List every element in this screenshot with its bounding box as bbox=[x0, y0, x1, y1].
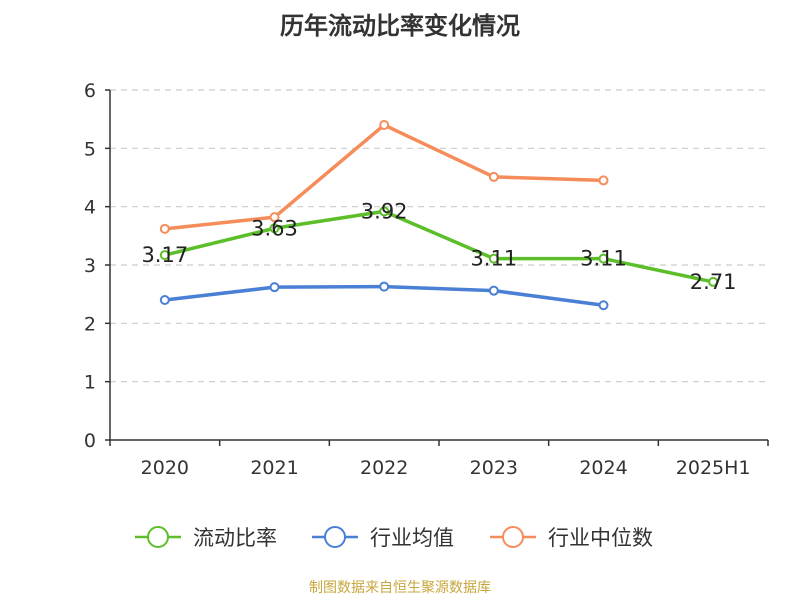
source-note: 制图数据来自恒生聚源数据库 bbox=[309, 580, 491, 596]
legend-marker bbox=[502, 526, 524, 548]
data-point bbox=[269, 282, 280, 293]
data-point bbox=[488, 171, 499, 182]
data-point bbox=[708, 276, 719, 287]
data-label: 3.11 bbox=[580, 247, 627, 271]
legend-label: 行业中位数 bbox=[548, 526, 653, 550]
y-tick-label: 1 bbox=[84, 372, 96, 394]
series-line bbox=[163, 209, 715, 284]
x-tick-label: 2021 bbox=[250, 457, 298, 479]
x-tick-label: 2024 bbox=[579, 457, 627, 479]
y-tick-label: 4 bbox=[84, 197, 96, 219]
data-labels: 3.17 3.63 3.92 3.11 3.11 2.71 bbox=[141, 199, 736, 294]
y-tick-label: 2 bbox=[84, 313, 96, 335]
legend: 流动比率 行业均值 行业中位数 bbox=[135, 526, 653, 550]
data-label: 3.17 bbox=[141, 243, 188, 267]
data-label: 3.63 bbox=[251, 216, 298, 240]
data-point bbox=[159, 223, 170, 234]
data-point bbox=[159, 250, 170, 261]
data-point bbox=[379, 120, 390, 130]
y-tick-label: 0 bbox=[84, 430, 96, 452]
y-tick-label: 5 bbox=[84, 138, 96, 160]
y-tick-label: 3 bbox=[84, 255, 96, 277]
x-tick-label: 2025H1 bbox=[676, 457, 751, 479]
series-lines bbox=[159, 120, 719, 311]
x-tick-label: 2020 bbox=[141, 457, 189, 479]
data-point bbox=[488, 285, 499, 296]
legend-marker bbox=[147, 526, 169, 548]
data-point bbox=[488, 253, 499, 264]
data-point bbox=[159, 295, 170, 305]
data-label: 3.92 bbox=[361, 199, 408, 223]
axes: 0 1 2 3 4 5 6 2020 2021 2022 2023 2024 2025H1 bbox=[84, 80, 769, 479]
x-tick-label: 2022 bbox=[360, 457, 408, 479]
chart-title: 历年流动比率变化情况 bbox=[280, 12, 520, 40]
data-point bbox=[379, 281, 390, 292]
data-point bbox=[269, 212, 280, 223]
x-tick-label: 2023 bbox=[470, 457, 518, 479]
y-tick-label: 6 bbox=[84, 80, 96, 102]
legend-marker bbox=[324, 526, 346, 548]
data-point bbox=[379, 206, 390, 217]
data-point bbox=[598, 300, 609, 311]
legend-label: 行业均值 bbox=[370, 526, 454, 550]
data-point bbox=[269, 223, 280, 234]
data-point bbox=[598, 175, 609, 186]
data-label: 2.71 bbox=[690, 270, 737, 294]
legend-label: 流动比率 bbox=[193, 526, 277, 550]
data-label: 3.11 bbox=[470, 247, 517, 271]
data-point bbox=[598, 253, 609, 264]
